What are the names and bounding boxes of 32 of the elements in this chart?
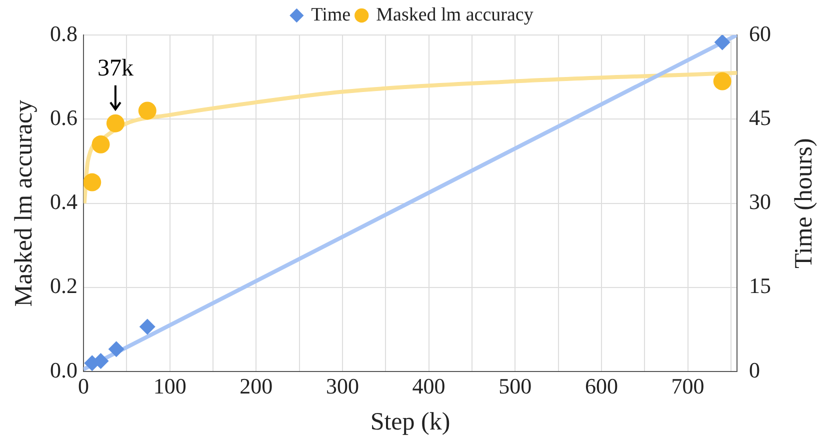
point (92, 135, 110, 154)
x-tick-label: 700 (671, 374, 704, 399)
y2-tick-label: 60 (749, 20, 771, 46)
x-tick-label: 500 (498, 374, 532, 399)
point (714, 35, 730, 50)
point (84, 173, 102, 192)
point (139, 318, 156, 335)
x-tick-label: 600 (584, 374, 618, 399)
y2-tick-label: 45 (749, 104, 771, 130)
annotation: 37k (97, 56, 134, 82)
y2-tick-label: 0 (749, 357, 760, 382)
y2-axis-title: Time (hours) (790, 138, 818, 268)
y2-tick-label: 15 (749, 273, 771, 298)
x-tick-label: 200 (240, 374, 273, 399)
x-axis-title: Step (k) (370, 408, 450, 436)
y-tick-label: 0.2 (50, 273, 78, 298)
y-tick-label: 0.6 (50, 104, 78, 130)
y-tick-label: 0.4 (50, 189, 78, 214)
x-tick-label: 100 (153, 374, 186, 399)
point (108, 341, 124, 358)
x-tick-label: 400 (412, 374, 446, 399)
y-tick-label: 0.0 (50, 357, 78, 382)
point (713, 72, 732, 90)
legend-label: Time (311, 4, 351, 26)
y2-tick-label: 30 (749, 189, 771, 214)
y-tick-label: 0.8 (50, 20, 78, 46)
x-tick-label: 0 (78, 374, 89, 399)
point (106, 114, 124, 132)
legend-label: Masked lm accuracy (376, 4, 534, 26)
y-axis-title: Masked lm accuracy (10, 99, 38, 307)
x-tick-label: 300 (326, 374, 359, 399)
point (138, 102, 156, 120)
